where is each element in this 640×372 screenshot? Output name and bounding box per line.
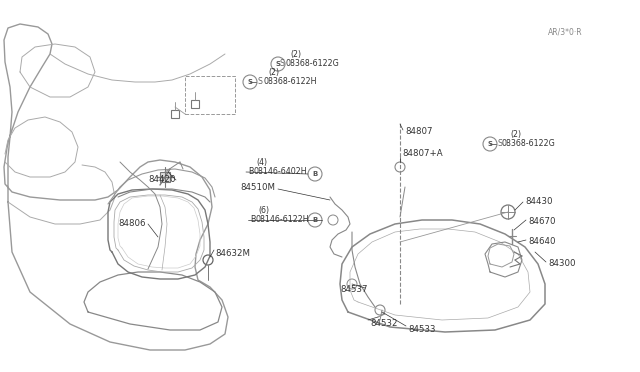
Text: 84807+A: 84807+A <box>402 150 443 158</box>
Text: 08368-6122G: 08368-6122G <box>286 60 340 68</box>
Text: (2): (2) <box>290 49 301 58</box>
Text: B: B <box>312 217 317 223</box>
Text: S: S <box>258 77 263 87</box>
Text: 84533: 84533 <box>408 326 435 334</box>
Text: 84632M: 84632M <box>215 250 250 259</box>
Text: 08368-6122H: 08368-6122H <box>264 77 317 87</box>
Text: (6): (6) <box>258 205 269 215</box>
Text: 84670: 84670 <box>528 218 556 227</box>
Text: B: B <box>312 171 317 177</box>
Text: 84537: 84537 <box>340 285 367 295</box>
Text: S: S <box>498 140 503 148</box>
Text: AR/3*0·R: AR/3*0·R <box>548 28 582 36</box>
Text: S: S <box>280 60 285 68</box>
Text: 84510M: 84510M <box>240 183 275 192</box>
Text: (2): (2) <box>268 67 279 77</box>
Text: (2): (2) <box>510 129 521 138</box>
Text: 84420: 84420 <box>148 176 175 185</box>
Text: S: S <box>488 141 493 147</box>
Text: 08146-6402H: 08146-6402H <box>254 167 308 176</box>
Bar <box>185 76 235 114</box>
Text: 84532: 84532 <box>370 320 397 328</box>
Text: B: B <box>248 167 253 176</box>
Text: 84430: 84430 <box>525 198 552 206</box>
Text: B: B <box>250 215 255 224</box>
Text: 84806: 84806 <box>118 219 145 228</box>
Text: 08368-6122G: 08368-6122G <box>502 140 556 148</box>
Text: (4): (4) <box>256 157 267 167</box>
Text: S: S <box>275 61 280 67</box>
Text: 08146-6122H: 08146-6122H <box>256 215 310 224</box>
Bar <box>171 110 179 118</box>
Bar <box>191 100 199 108</box>
Text: S: S <box>248 79 253 85</box>
Text: 84640: 84640 <box>528 237 556 247</box>
Text: 84807: 84807 <box>405 128 433 137</box>
Bar <box>160 172 170 182</box>
Text: 84300: 84300 <box>548 260 575 269</box>
